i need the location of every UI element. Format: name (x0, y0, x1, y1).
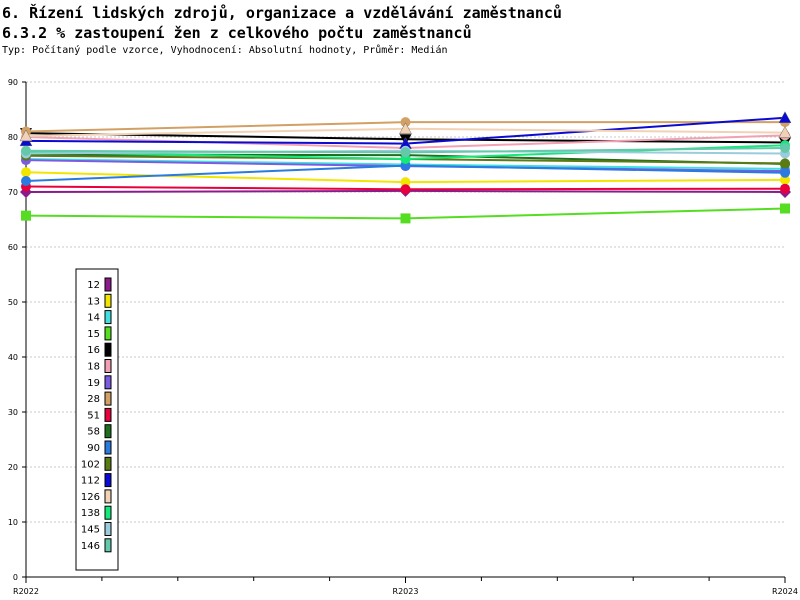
data-point (400, 147, 411, 158)
page-subtitle: 6.3.2 % zastoupení žen z celkového počtu… (2, 24, 472, 42)
legend-swatch (104, 489, 112, 504)
data-point (21, 145, 31, 156)
legend-label: 19 (87, 378, 100, 389)
legend-swatch (104, 473, 112, 488)
legend-swatch (104, 277, 112, 292)
data-point (778, 111, 792, 123)
legend-swatch (104, 424, 112, 439)
legend-label: 16 (87, 345, 100, 356)
data-point (400, 213, 411, 224)
y-tick-label: 80 (8, 133, 18, 142)
data-point (780, 158, 790, 169)
legend-swatch (104, 391, 112, 406)
data-point (780, 183, 790, 194)
legend-swatch (104, 505, 112, 520)
legend-swatch (104, 538, 112, 553)
chart-legend: 12 13 14 15 16 18 19 28 51 58 90 102 112 126 138 145 146 (75, 268, 119, 571)
x-tick-label: R2022 (13, 587, 39, 596)
data-point (780, 167, 790, 178)
y-tick-label: 0 (13, 573, 18, 582)
legend-swatch (104, 440, 112, 455)
x-tick-label: R2024 (772, 587, 798, 596)
series-126 (19, 122, 792, 142)
legend-label: 138 (81, 508, 100, 519)
legend-label: 12 (87, 280, 100, 291)
legend-label: 13 (87, 296, 100, 307)
legend-label: 28 (87, 394, 100, 405)
data-point (400, 177, 411, 188)
legend-swatch (104, 456, 112, 471)
y-tick-label: 10 (8, 518, 18, 527)
legend-label: 145 (81, 525, 100, 536)
legend-swatch (104, 342, 112, 357)
y-tick-label: 60 (8, 243, 18, 252)
page-title: 6. Řízení lidských zdrojů, organizace a … (2, 4, 562, 22)
data-point (400, 117, 411, 128)
legend-label: 51 (87, 410, 100, 421)
data-point (780, 143, 790, 153)
data-point (780, 203, 790, 214)
legend-label: 102 (81, 459, 100, 470)
series-15 (21, 203, 790, 224)
legend-label: 18 (87, 362, 100, 373)
y-tick-label: 40 (8, 353, 18, 362)
data-point (400, 184, 411, 195)
y-tick-label: 90 (8, 78, 18, 87)
legend-swatch (104, 375, 112, 390)
data-point (778, 126, 792, 138)
legend-swatch (104, 522, 112, 536)
legend-swatch (104, 407, 112, 422)
data-point (19, 129, 33, 142)
y-tick-label: 50 (8, 298, 18, 307)
data-point (21, 176, 31, 186)
y-tick-label: 30 (8, 408, 18, 417)
data-point (399, 122, 412, 134)
legend-label: 126 (81, 492, 100, 503)
data-point (780, 174, 790, 185)
legend-label: 15 (87, 329, 100, 340)
x-tick-label: R2023 (393, 587, 419, 596)
legend-swatch (104, 359, 112, 373)
series-146 (21, 143, 790, 158)
legend-swatch (104, 326, 112, 341)
legend-label: 58 (87, 427, 100, 438)
legend-swatch (104, 293, 112, 308)
legend-label: 90 (87, 443, 100, 454)
data-point (21, 167, 31, 178)
legend-label: 14 (87, 313, 100, 324)
legend-swatch (104, 310, 112, 325)
y-tick-label: 20 (8, 463, 18, 472)
chart-series (19, 111, 792, 224)
data-point (21, 210, 31, 221)
y-tick-label: 70 (8, 188, 18, 197)
chart-type-description: Typ: Počítaný podle vzorce, Vyhodnocení:… (2, 45, 448, 56)
legend-label: 112 (81, 476, 100, 487)
legend-label: 146 (81, 541, 100, 552)
